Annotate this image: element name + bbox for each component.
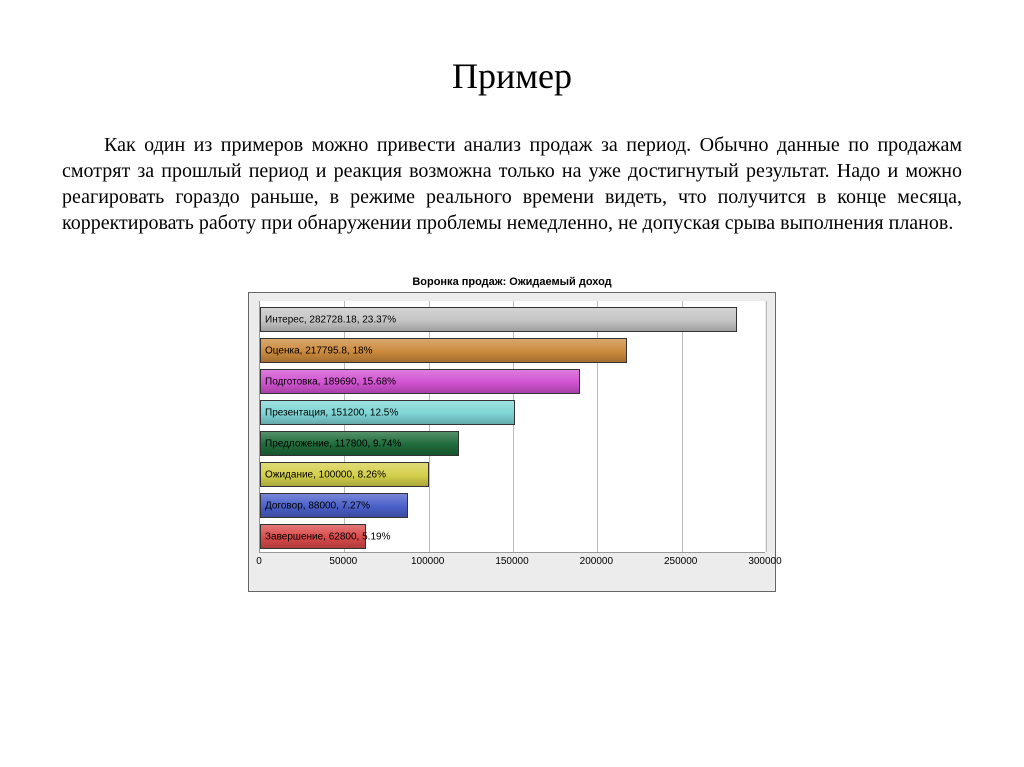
plot-area: Интерес, 282728.18, 23.37% Оценка, 217795… [259, 301, 765, 553]
gridline [682, 301, 683, 552]
x-tick-label: 250000 [664, 556, 697, 567]
bar-Подготовка: Подготовка, 189690, 15.68% [260, 369, 580, 394]
bar-Предложение: Предложение, 117800, 9.74% [260, 431, 459, 456]
bar-label: Предложение, 117800, 9.74% [265, 438, 401, 449]
chart-box: Интерес, 282728.18, 23.37% Оценка, 217795… [248, 292, 776, 592]
chart-title: Воронка продаж: Ожидаемый доход [248, 276, 776, 288]
bar-label: Презентация, 151200, 12.5% [265, 407, 398, 418]
bar-label: Оценка, 217795.8, 18% [265, 345, 372, 356]
body-paragraph: Как один из примеров можно привести анал… [62, 132, 962, 236]
x-tick-label: 50000 [329, 556, 357, 567]
bar-Интерес: Интерес, 282728.18, 23.37% [260, 307, 737, 332]
bar-Завершение: Завершение, 62800, 5.19% [260, 524, 366, 549]
bar-label: Подготовка, 189690, 15.68% [265, 376, 396, 387]
x-axis: 050000100000150000200000250000300000 [259, 553, 765, 569]
x-tick-label: 100000 [411, 556, 444, 567]
bar-label: Интерес, 282728.18, 23.37% [265, 314, 396, 325]
x-tick-label: 0 [256, 556, 262, 567]
x-tick-label: 200000 [580, 556, 613, 567]
bar-Договор: Договор, 88000, 7.27% [260, 493, 408, 518]
page-title: Пример [62, 55, 962, 97]
bar-label: Завершение, 62800, 5.19% [265, 531, 390, 542]
bar-label: Договор, 88000, 7.27% [265, 500, 370, 511]
bar-Презентация: Презентация, 151200, 12.5% [260, 400, 515, 425]
sales-funnel-chart: Воронка продаж: Ожидаемый доход Интерес,… [248, 276, 776, 592]
bar-Ожидание: Ожидание, 100000, 8.26% [260, 462, 429, 487]
gridline [766, 301, 767, 552]
x-tick-label: 300000 [748, 556, 781, 567]
bar-Оценка: Оценка, 217795.8, 18% [260, 338, 627, 363]
x-tick-label: 150000 [495, 556, 528, 567]
bar-label: Ожидание, 100000, 8.26% [265, 469, 386, 480]
